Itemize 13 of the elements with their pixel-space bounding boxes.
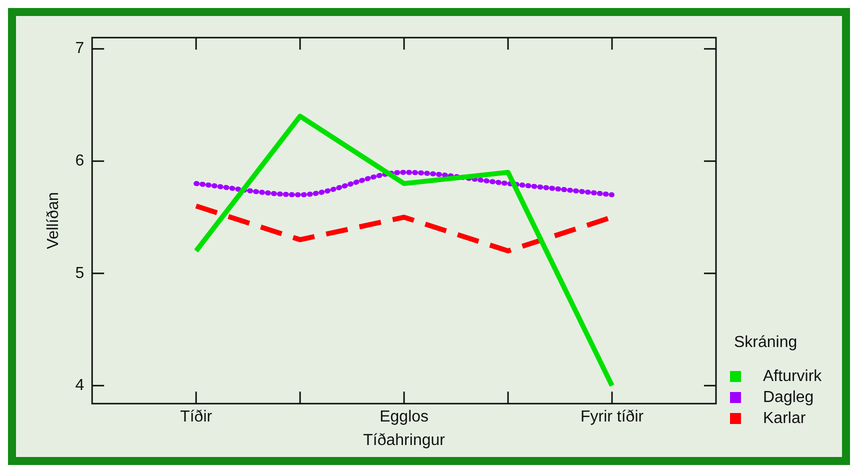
y-tick-label: 6 <box>75 152 84 170</box>
y-tick-label: 5 <box>75 264 84 282</box>
x-axis-title: Tíðahringur <box>363 432 446 449</box>
legend-label: Afturvirk <box>763 368 822 386</box>
x-tick-label: Fyrir tíðir <box>580 408 644 426</box>
legend-title: Skráning <box>734 334 798 352</box>
x-tick-label: Egglos <box>380 408 429 426</box>
y-axis-title: Vellíðan <box>45 192 62 250</box>
legend-label: Karlar <box>763 410 806 428</box>
legend-label: Dagleg <box>763 388 814 406</box>
x-tick-label: Tíðir <box>180 408 213 426</box>
y-tick-label: 7 <box>75 40 84 58</box>
y-tick-label: 4 <box>75 377 84 394</box>
